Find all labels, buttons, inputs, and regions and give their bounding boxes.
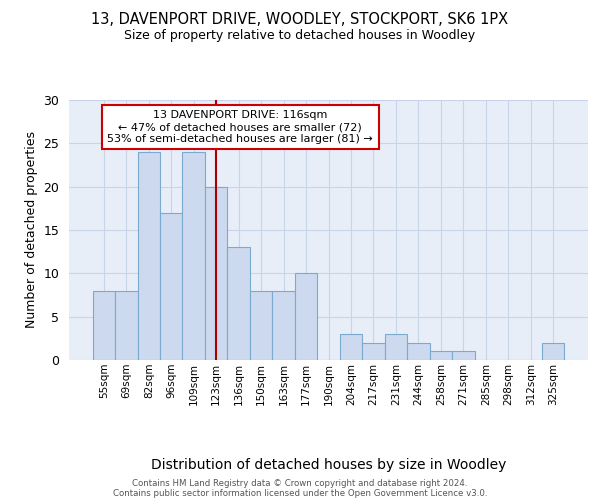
Bar: [205, 186, 227, 360]
Bar: [452, 352, 475, 360]
Text: 13 DAVENPORT DRIVE: 116sqm
← 47% of detached houses are smaller (72)
53% of semi: 13 DAVENPORT DRIVE: 116sqm ← 47% of deta…: [107, 110, 373, 144]
Bar: [362, 342, 385, 360]
Y-axis label: Number of detached properties: Number of detached properties: [25, 132, 38, 328]
Bar: [430, 352, 452, 360]
Text: Contains public sector information licensed under the Open Government Licence v3: Contains public sector information licen…: [113, 488, 487, 498]
Bar: [272, 290, 295, 360]
Bar: [182, 152, 205, 360]
Bar: [250, 290, 272, 360]
X-axis label: Distribution of detached houses by size in Woodley: Distribution of detached houses by size …: [151, 458, 506, 471]
Bar: [542, 342, 565, 360]
Bar: [227, 248, 250, 360]
Bar: [92, 290, 115, 360]
Bar: [407, 342, 430, 360]
Bar: [115, 290, 137, 360]
Bar: [295, 274, 317, 360]
Bar: [385, 334, 407, 360]
Bar: [160, 212, 182, 360]
Bar: [137, 152, 160, 360]
Text: Size of property relative to detached houses in Woodley: Size of property relative to detached ho…: [124, 29, 476, 42]
Text: Contains HM Land Registry data © Crown copyright and database right 2024.: Contains HM Land Registry data © Crown c…: [132, 478, 468, 488]
Bar: [340, 334, 362, 360]
Text: 13, DAVENPORT DRIVE, WOODLEY, STOCKPORT, SK6 1PX: 13, DAVENPORT DRIVE, WOODLEY, STOCKPORT,…: [91, 12, 509, 28]
